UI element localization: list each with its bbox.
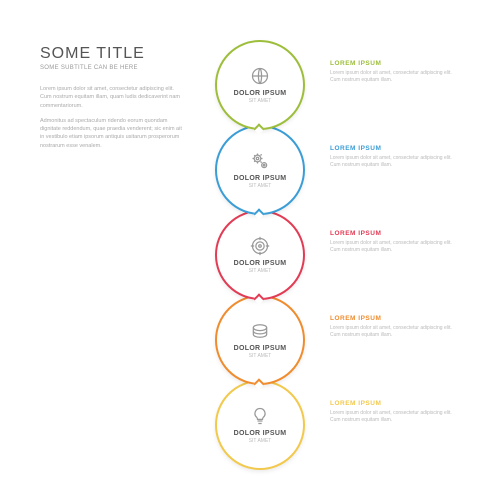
side-text: Lorem ipsum dolor sit amet, consectetur … xyxy=(330,410,460,424)
header: SOME TITLE SOME SUBTITLE CAN BE HERE xyxy=(40,45,200,71)
target-icon xyxy=(250,236,270,256)
step-subtitle: SIT AMET xyxy=(249,353,272,359)
side-item: LOREM IPSUM Lorem ipsum dolor sit amet, … xyxy=(330,135,460,220)
side-title: LOREM IPSUM xyxy=(330,400,460,407)
side-text: Lorem ipsum dolor sit amet, consectetur … xyxy=(330,155,460,169)
side-descriptions: LOREM IPSUM Lorem ipsum dolor sit amet, … xyxy=(330,50,460,475)
side-item: LOREM IPSUM Lorem ipsum dolor sit amet, … xyxy=(330,220,460,305)
step-title: DOLOR IPSUM xyxy=(234,90,287,97)
step-title: DOLOR IPSUM xyxy=(234,175,287,182)
body-text: Lorem ipsum dolor sit amet, consectetur … xyxy=(40,85,185,157)
step-title: DOLOR IPSUM xyxy=(234,345,287,352)
side-item: LOREM IPSUM Lorem ipsum dolor sit amet, … xyxy=(330,390,460,475)
step-subtitle: SIT AMET xyxy=(249,268,272,274)
gears-icon xyxy=(250,151,270,171)
side-item: LOREM IPSUM Lorem ipsum dolor sit amet, … xyxy=(330,305,460,390)
globe-icon xyxy=(250,66,270,86)
step-subtitle: SIT AMET xyxy=(249,438,272,444)
page-subtitle: SOME SUBTITLE CAN BE HERE xyxy=(40,65,200,71)
body-paragraph: Admonitus ad spectaculum ridendo eorum q… xyxy=(40,117,185,150)
step-title: DOLOR IPSUM xyxy=(234,430,287,437)
money-icon xyxy=(250,321,270,341)
side-text: Lorem ipsum dolor sit amet, consectetur … xyxy=(330,325,460,339)
step-circle: DOLOR IPSUM SIT AMET xyxy=(215,380,305,470)
side-text: Lorem ipsum dolor sit amet, consectetur … xyxy=(330,240,460,254)
body-paragraph: Lorem ipsum dolor sit amet, consectetur … xyxy=(40,85,185,110)
step-subtitle: SIT AMET xyxy=(249,183,272,189)
step-title: DOLOR IPSUM xyxy=(234,260,287,267)
circle-stack: DOLOR IPSUM SIT AMET DOLOR IPSUM SIT AME… xyxy=(215,40,305,470)
bulb-icon xyxy=(250,406,270,426)
step-circle: DOLOR IPSUM SIT AMET xyxy=(215,40,305,130)
step-circle: DOLOR IPSUM SIT AMET xyxy=(215,295,305,385)
side-item: LOREM IPSUM Lorem ipsum dolor sit amet, … xyxy=(330,50,460,135)
side-title: LOREM IPSUM xyxy=(330,315,460,322)
side-title: LOREM IPSUM xyxy=(330,145,460,152)
page-title: SOME TITLE xyxy=(40,45,200,63)
step-circle: DOLOR IPSUM SIT AMET xyxy=(215,125,305,215)
side-title: LOREM IPSUM xyxy=(330,60,460,67)
side-text: Lorem ipsum dolor sit amet, consectetur … xyxy=(330,70,460,84)
step-circle: DOLOR IPSUM SIT AMET xyxy=(215,210,305,300)
side-title: LOREM IPSUM xyxy=(330,230,460,237)
step-subtitle: SIT AMET xyxy=(249,98,272,104)
